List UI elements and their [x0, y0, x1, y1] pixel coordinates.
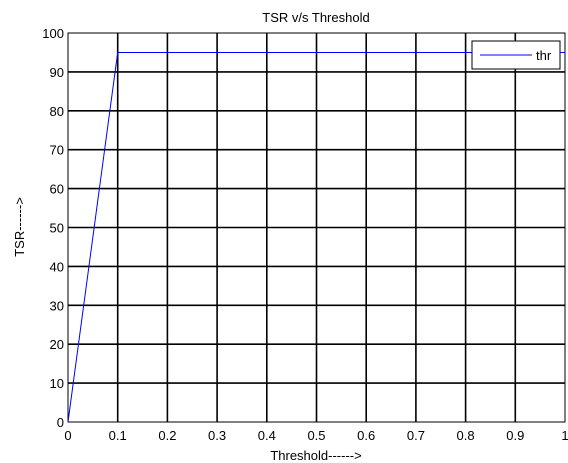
legend-label-thr: thr [536, 48, 552, 63]
chart-title: TSR v/s Threshold [262, 10, 369, 25]
x-axis-label: Threshold------> [270, 448, 361, 463]
y-tick-label: 0 [57, 415, 64, 430]
y-axis-ticks: 0 10 20 30 40 50 60 70 80 90 100 [42, 26, 64, 430]
y-tick-label: 20 [50, 337, 64, 352]
grid [68, 33, 565, 422]
y-tick-label: 100 [42, 26, 64, 41]
x-tick-label: 0.6 [357, 428, 375, 443]
y-tick-label: 90 [50, 65, 64, 80]
y-tick-label: 60 [50, 182, 64, 197]
x-tick-label: 0 [64, 428, 71, 443]
x-tick-label: 0.3 [208, 428, 226, 443]
series-line-thr [67, 51, 565, 423]
x-tick-label: 0.5 [307, 428, 325, 443]
x-tick-label: 0.7 [407, 428, 425, 443]
x-axis-ticks: 0 0.1 0.2 0.3 0.4 0.5 0.6 0.7 0.8 0.9 1 [64, 428, 568, 443]
plot-frame [67, 32, 566, 423]
legend: thr [471, 40, 561, 70]
x-tick-label: 1 [561, 428, 568, 443]
y-axis-label: TSR------> [12, 197, 27, 257]
x-tick-label: 0.9 [506, 428, 524, 443]
y-tick-label: 10 [50, 376, 64, 391]
y-tick-label: 70 [50, 143, 64, 158]
x-tick-label: 0.2 [158, 428, 176, 443]
x-tick-label: 0.1 [109, 428, 127, 443]
y-tick-label: 40 [50, 259, 64, 274]
series-group [67, 51, 565, 423]
y-tick-label: 30 [50, 298, 64, 313]
y-tick-label: 80 [50, 104, 64, 119]
x-tick-label: 0.8 [457, 428, 475, 443]
y-tick-label: 50 [50, 221, 64, 236]
x-tick-label: 0.4 [258, 428, 276, 443]
